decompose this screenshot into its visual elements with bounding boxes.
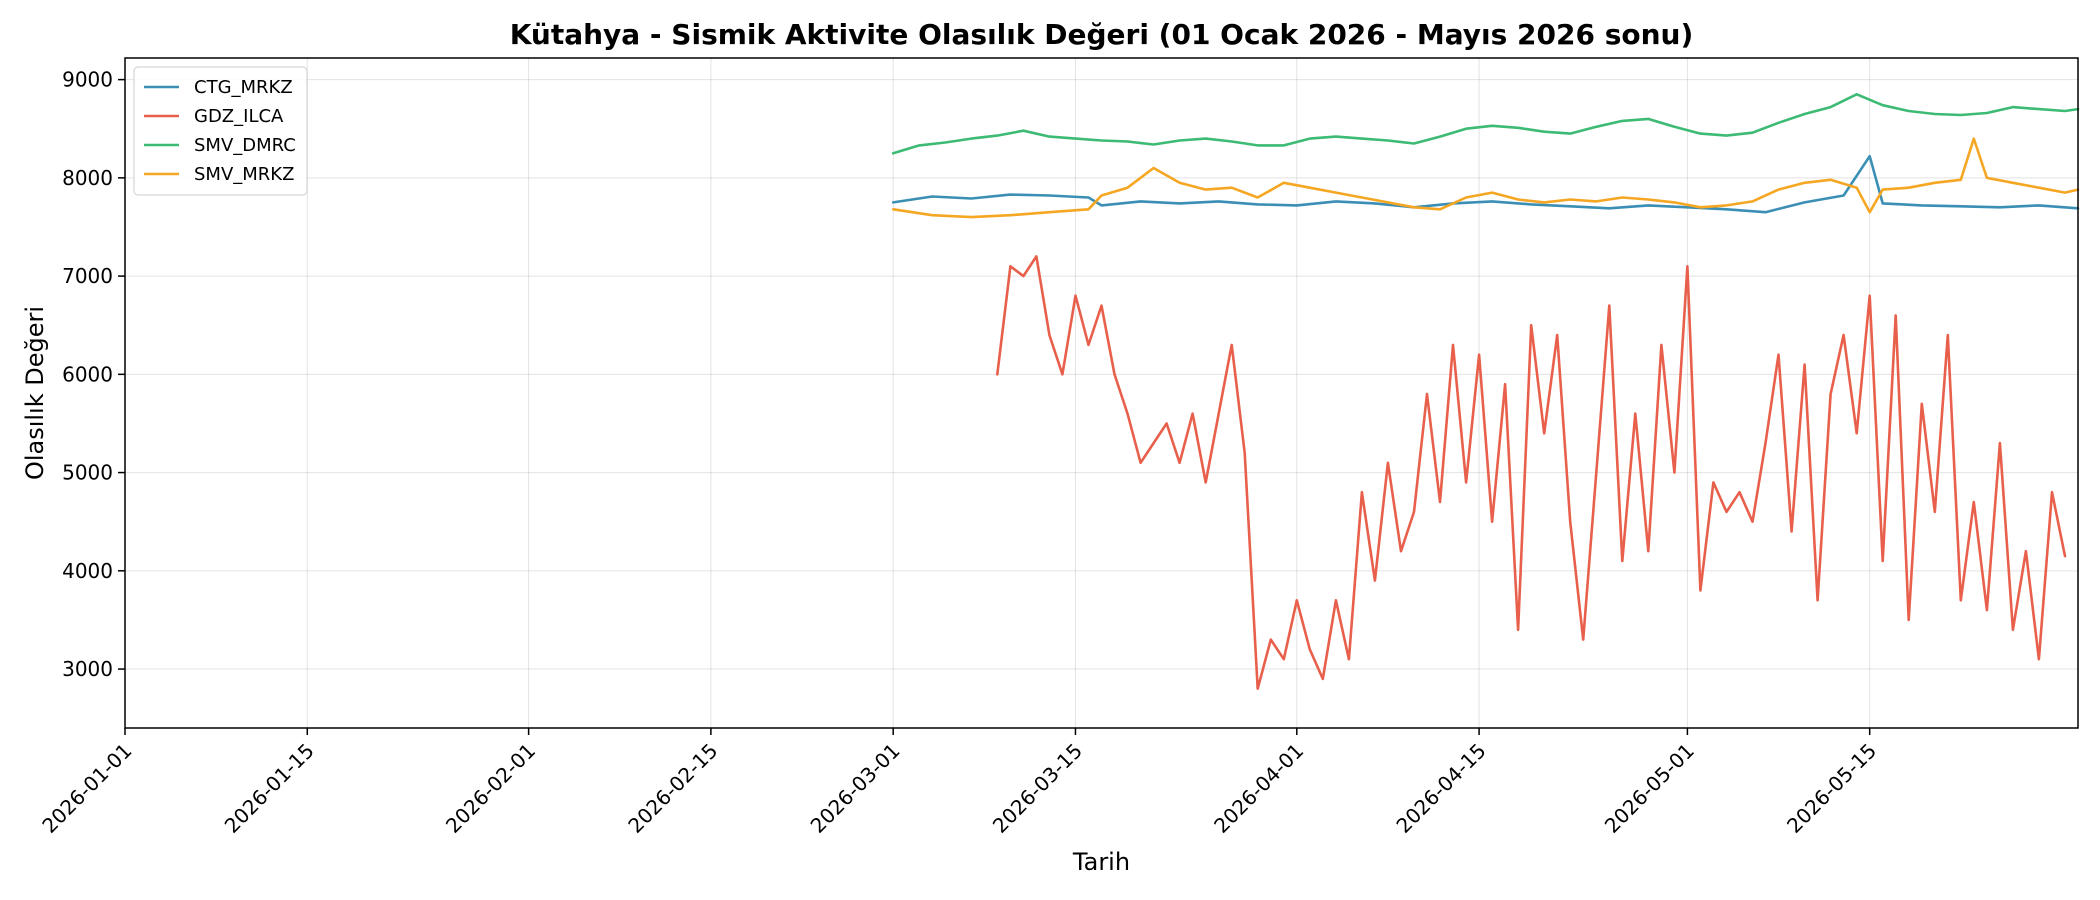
plot-frame <box>124 57 2079 729</box>
y-tick-label: 3000 <box>62 657 113 681</box>
series-line-ctg-mrkz <box>891 154 2080 214</box>
y-tick-label: 8000 <box>62 166 113 190</box>
x-tick-label: 2026-04-15 <box>1391 739 1490 838</box>
x-tick-label: 2026-05-15 <box>1782 739 1881 838</box>
y-axis-label: Olasılık Değeri <box>21 306 49 480</box>
x-tick-label: 2026-01-01 <box>37 739 136 838</box>
grid <box>124 58 2078 728</box>
x-tick-label: 2026-04-01 <box>1209 739 1308 838</box>
x-tick-label: 2026-01-15 <box>220 739 319 838</box>
x-tick-label: 2026-03-15 <box>988 739 1087 838</box>
chart-title: Kütahya - Sismik Aktivite Olasılık Değer… <box>510 18 1694 51</box>
legend-label: SMV_MRKZ <box>194 164 294 185</box>
y-tick-label: 9000 <box>62 68 113 92</box>
legend-box <box>133 66 308 196</box>
x-tick-label: 2026-02-15 <box>623 739 722 838</box>
series-line-smv-dmrc <box>891 93 2080 155</box>
x-tick-label: 2026-02-01 <box>441 739 540 838</box>
x-tick-label: 2026-05-01 <box>1600 739 1699 838</box>
y-tick-label: 5000 <box>62 461 113 485</box>
x-tick-label: 2026-03-01 <box>806 739 905 838</box>
legend-label: CTG_MRKZ <box>194 77 293 98</box>
series-line-smv-mrkz <box>891 137 2080 219</box>
y-tick-label: 4000 <box>62 559 113 583</box>
series-group <box>891 93 2080 690</box>
x-axis-ticks: 2026-01-01 2026-01-15 2026-02-01 2026-02-15… <box>37 728 1881 838</box>
legend-label: SMV_DMRC <box>194 135 296 156</box>
y-tick-label: 6000 <box>62 362 113 386</box>
series-line-gdz-ilca <box>996 255 2067 690</box>
legend: CTG_MRKZ GDZ_ILCA SMV_DMRC SMV_MRKZ <box>133 66 308 196</box>
legend-label: GDZ_ILCA <box>194 106 284 127</box>
y-tick-label: 7000 <box>62 264 113 288</box>
x-axis-label: Tarih <box>1072 848 1130 876</box>
y-axis-ticks: 3000 4000 5000 6000 7000 8000 9000 <box>62 68 125 681</box>
